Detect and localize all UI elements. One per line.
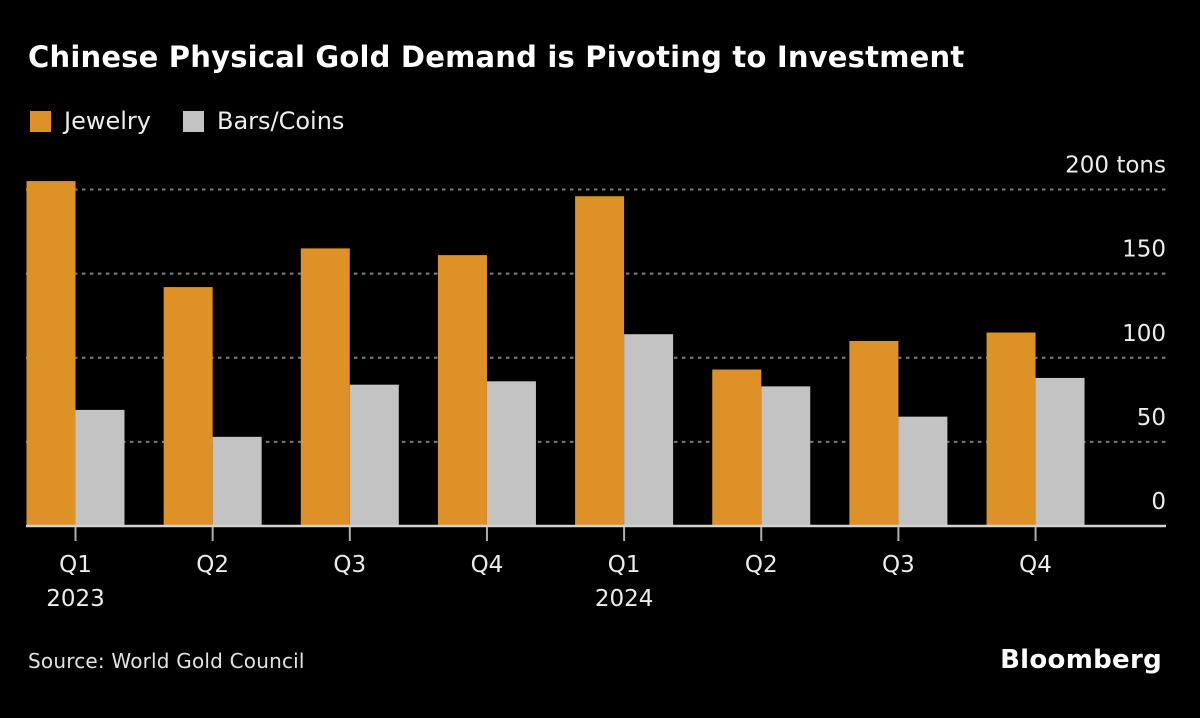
- bar-bars-coins-q4: [1035, 377, 1085, 526]
- bar-bars-coins-q2: [761, 386, 811, 526]
- x-label-q2: Q2: [745, 552, 778, 578]
- x-year-label-2023: 2023: [46, 586, 105, 612]
- x-label-q1-2023: Q1: [59, 552, 92, 578]
- bars-coins-swatch-icon: [182, 110, 204, 132]
- bar-jewelry-q2: [163, 287, 213, 526]
- bar-bars-coins-q1-2023: [75, 409, 125, 526]
- x-label-q3: Q3: [333, 552, 366, 578]
- bar-jewelry-q2: [712, 369, 762, 526]
- bar-bars-coins-q1-2024: [624, 334, 674, 526]
- bar-bars-coins-q4: [486, 381, 536, 526]
- bar-jewelry-q3: [849, 340, 899, 526]
- bar-jewelry-q4: [437, 255, 487, 526]
- chart-legend: Jewelry Bars/Coins: [30, 107, 344, 135]
- x-year-label-2024: 2024: [595, 586, 654, 612]
- legend-label-jewelry: Jewelry: [64, 107, 151, 135]
- y-label-100: 100: [1122, 321, 1166, 347]
- x-label-q2: Q2: [196, 552, 229, 578]
- legend-label-bars-coins: Bars/Coins: [216, 107, 345, 135]
- x-label-q4: Q4: [1019, 552, 1052, 578]
- x-label-q4: Q4: [471, 552, 504, 578]
- chart-title: Chinese Physical Gold Demand is Pivoting…: [28, 40, 965, 74]
- y-label-150: 150: [1122, 237, 1166, 263]
- y-label-200: 200 tons: [1065, 153, 1166, 179]
- x-label-q3: Q3: [882, 552, 915, 578]
- bar-jewelry-q1-2023: [26, 181, 76, 526]
- y-label-0: 0: [1151, 489, 1166, 515]
- bar-bars-coins-q3: [349, 384, 399, 526]
- source-credit: Source: World Gold Council: [28, 649, 305, 673]
- bar-bars-coins-q2: [212, 436, 262, 526]
- legend-item-jewelry: Jewelry: [30, 107, 151, 135]
- legend-item-bars-coins: Bars/Coins: [182, 107, 345, 135]
- bar-bars-coins-q3: [898, 416, 948, 526]
- chart-svg: Q1 2023 Q2 Q3 Q4 Q1 2024 Q2 Q3 Q4 0 50 100 150 200 ton…: [26, 153, 1166, 612]
- y-label-50: 50: [1137, 405, 1166, 431]
- bloomberg-logo: Bloomberg: [1000, 645, 1162, 675]
- jewelry-swatch-icon: [30, 110, 51, 132]
- x-label-q1-2024: Q1: [608, 552, 641, 578]
- bar-jewelry-q1-2024: [575, 196, 625, 527]
- bar-jewelry-q3: [300, 248, 350, 526]
- bar-jewelry-q4: [986, 332, 1036, 526]
